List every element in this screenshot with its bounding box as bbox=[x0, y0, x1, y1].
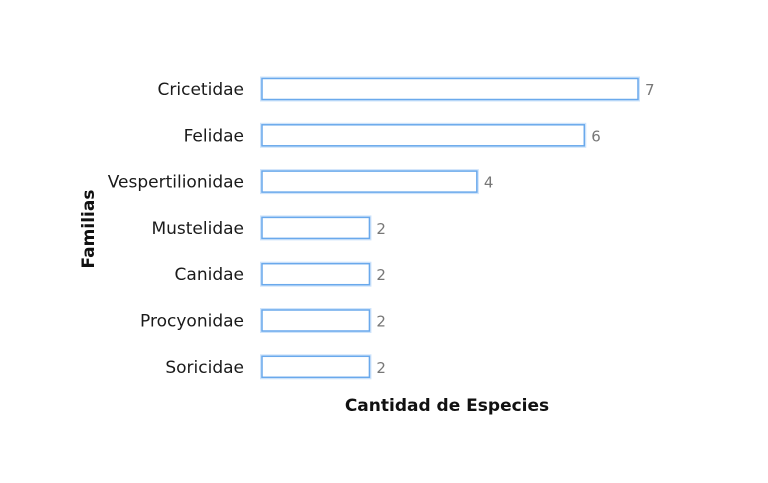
value-label: 4 bbox=[484, 174, 494, 192]
x-axis-title: Cantidad de Especies bbox=[345, 396, 549, 416]
bar-vespertilionidae bbox=[261, 170, 478, 193]
value-label: 2 bbox=[376, 313, 386, 331]
y-axis-title: Familias bbox=[79, 190, 99, 269]
bar-procyonidae bbox=[261, 309, 371, 332]
category-label: Canidae bbox=[175, 265, 244, 285]
bars-group: Cricetidae 7 Felidae 6 Vespertilionidae 4 Must… bbox=[108, 76, 655, 380]
value-label: 2 bbox=[376, 359, 386, 377]
bar-felidae bbox=[261, 124, 586, 147]
value-label: 2 bbox=[376, 266, 386, 284]
bar-mustelidae bbox=[261, 216, 371, 240]
value-label: 2 bbox=[376, 220, 386, 238]
category-label: Felidae bbox=[184, 126, 244, 146]
category-label: Soricidae bbox=[165, 358, 244, 378]
bar-canidae bbox=[261, 262, 371, 286]
category-label: Mustelidae bbox=[151, 219, 244, 239]
category-label: Cricetidae bbox=[158, 80, 244, 100]
category-label: Vespertilionidae bbox=[108, 173, 244, 193]
bar-soricidae bbox=[261, 355, 371, 379]
bar-cricetidae bbox=[261, 77, 639, 101]
value-label: 6 bbox=[591, 127, 601, 145]
category-label: Procyonidae bbox=[140, 312, 244, 332]
value-label: 7 bbox=[645, 81, 655, 99]
